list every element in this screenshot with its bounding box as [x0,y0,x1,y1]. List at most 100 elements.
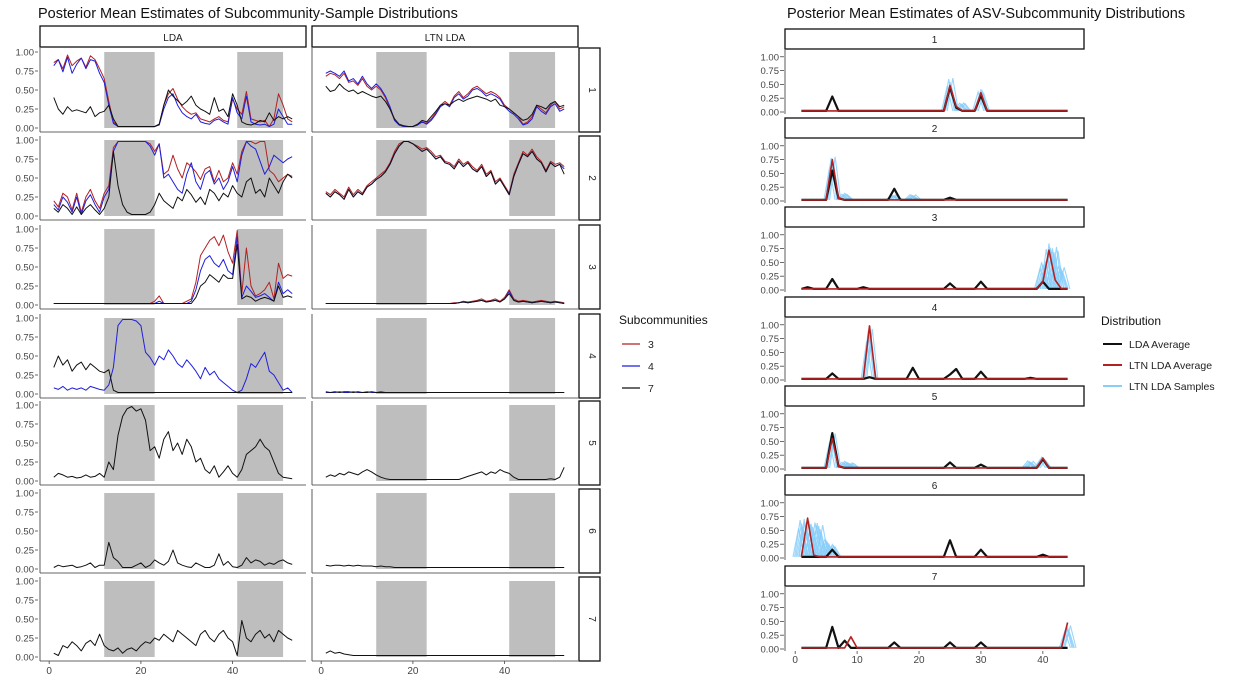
y-tick-label: 0.75 [16,508,35,519]
y-tick-label: 0.75 [16,333,35,344]
facet-strip-row [578,224,601,310]
y-tick-label: 0.00 [16,653,35,664]
series-line-4 [53,141,293,215]
y-tick-label: 0.50 [16,263,35,274]
facet-strip-row [578,135,601,221]
shaded-interval [509,581,556,657]
facet-strip [784,117,1085,139]
facet-strip-label: LDA [163,33,183,44]
ltn-lda-sample-line [846,462,859,469]
ltn-lda-sample-line [829,156,842,200]
y-tick-label: 1.00 [761,52,780,63]
y-tick-label: 0.75 [761,244,780,255]
facet-strip-column [39,25,307,48]
lda-average-line [801,625,1068,650]
ltn-lda-sample-line [909,194,922,201]
ltn-lda-sample-line [847,462,860,469]
facet-strip-label: 4 [932,303,938,314]
legend-label: LTN LDA Samples [1129,381,1215,393]
ltn-lda-average-line [801,325,1068,380]
x-tick-label: 10 [852,655,864,666]
facet-strip-row [578,47,601,133]
facet-strip [784,385,1085,407]
y-tick-label: 0.50 [16,174,35,185]
y-tick-label: 0.75 [761,423,780,434]
y-tick-label: 0.25 [16,546,35,557]
ltn-lda-sample-line [1039,459,1052,469]
series-line-7 [53,355,293,393]
ltn-lda-sample-line [823,544,836,558]
facet-strip [784,206,1085,228]
facet-strip-label: 1 [932,35,938,46]
facet-strip [784,474,1085,496]
ltn-lda-sample-line [959,102,972,112]
facet-strip-label: 7 [932,572,938,583]
y-tick-label: 0.00 [16,477,35,488]
shaded-interval [509,140,556,216]
x-tick-label: 30 [975,655,987,666]
y-tick-label: 0.00 [16,301,35,312]
facet-strip-row-label: 4 [586,353,597,359]
ltn-lda-sample-line [905,194,918,201]
y-tick-label: 0.25 [761,94,780,105]
y-tick-label: 1.00 [761,141,780,152]
y-tick-label: 0.50 [16,439,35,450]
facet-strip-label: LTN LDA [425,33,466,44]
ltn-lda-sample-line [977,91,990,112]
x-tick-label: 0 [792,655,798,666]
legend-label: 7 [648,383,654,395]
facet-strip-row-label: 1 [586,87,597,93]
x-tick-label: 0 [46,666,52,677]
y-tick-label: 0.50 [761,348,780,359]
series-line-7 [53,620,293,656]
y-tick-label: 0.75 [761,512,780,523]
ltn-lda-sample-line [1023,460,1036,469]
shaded-interval [509,405,556,481]
y-tick-label: 1.00 [16,48,35,59]
y-tick-label: 0.00 [761,554,780,565]
shaded-interval [104,405,155,481]
ltn-lda-sample-line [798,522,811,557]
series-line-7 [53,406,293,480]
y-tick-label: 1.00 [761,230,780,241]
shaded-interval [376,140,427,216]
y-tick-label: 0.25 [761,362,780,373]
ltn-lda-average-line [801,158,1068,201]
ltn-lda-average-line [801,437,1068,469]
ltn-lda-sample-line [840,193,852,201]
shaded-interval [104,581,155,657]
y-tick-label: 0.00 [761,376,780,387]
ltn-lda-sample-line [829,545,842,558]
facet-strip-column [311,25,579,48]
y-tick-label: 0.50 [761,617,780,628]
x-tick-label: 20 [135,666,147,677]
y-tick-label: 1.00 [16,401,35,412]
series-line-3 [325,141,565,198]
y-tick-label: 0.00 [761,286,780,297]
y-tick-label: 0.50 [16,352,35,363]
series-line-3 [325,72,565,127]
shaded-interval [509,229,556,305]
ltn-lda-sample-line [906,195,919,201]
y-tick-label: 0.75 [16,67,35,78]
facet-strip-row [578,400,601,486]
y-tick-label: 0.75 [16,596,35,607]
series-line-7 [53,89,293,127]
facet-strip-row [578,488,601,574]
ltn-lda-sample-line [843,463,856,469]
series-line-3 [53,141,293,213]
ltn-lda-sample-line [942,79,955,111]
ltn-lda-sample-line [904,193,916,201]
y-tick-label: 0.25 [16,634,35,645]
y-tick-label: 1.00 [16,577,35,588]
y-tick-label: 0.75 [761,603,780,614]
y-tick-label: 1.00 [16,136,35,147]
shaded-interval [376,493,427,569]
shaded-interval [237,52,284,128]
y-tick-label: 0.25 [761,183,780,194]
legend-label: 4 [648,361,654,373]
ltn-lda-sample-line [866,328,879,379]
y-tick-label: 0.75 [761,334,780,345]
series-line-7 [325,293,565,304]
ltn-lda-sample-line [1035,262,1048,290]
